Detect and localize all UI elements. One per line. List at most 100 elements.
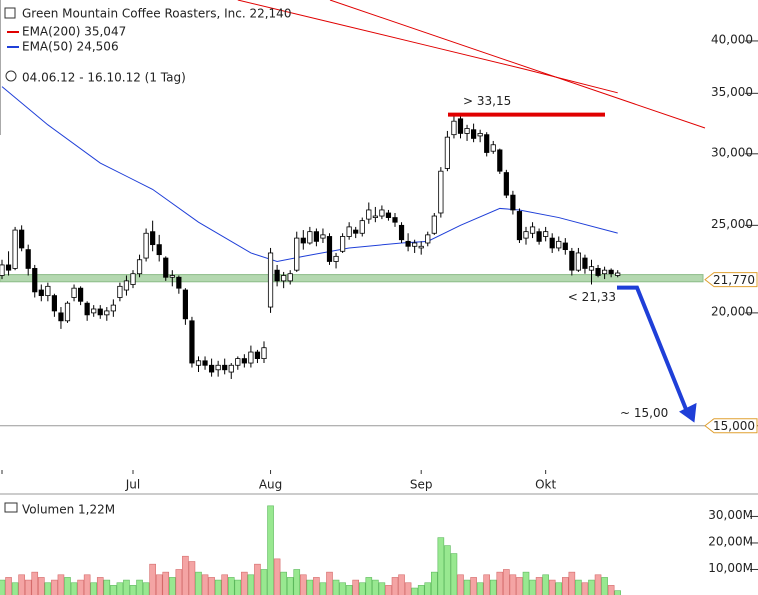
volume-bar	[535, 577, 543, 595]
last-price-box	[704, 272, 758, 288]
volume-bar	[214, 579, 222, 595]
candle-body	[353, 229, 359, 234]
candle-body	[503, 172, 509, 196]
candle-body	[392, 217, 398, 223]
volume-bar	[273, 558, 281, 595]
volume-bar	[417, 585, 425, 595]
candle-body	[569, 250, 575, 271]
candle-body	[294, 237, 300, 271]
candle-body	[248, 351, 254, 364]
arrow-head	[679, 402, 697, 423]
volume-bar	[463, 579, 471, 595]
candle-body	[313, 231, 320, 242]
candle-body	[595, 268, 601, 276]
candle-body	[150, 231, 156, 246]
volume-bar	[450, 553, 458, 595]
volume-bar	[522, 571, 530, 595]
volume-bar	[149, 563, 156, 595]
volume-bar	[254, 563, 261, 595]
candle-body	[405, 240, 411, 247]
volume-bar	[607, 585, 615, 595]
volume-bar	[470, 577, 477, 595]
candle-body	[123, 280, 130, 291]
candle-body	[418, 245, 424, 249]
candle-body	[562, 242, 568, 251]
volume-bar	[489, 579, 497, 595]
candle-body	[543, 231, 549, 237]
candle-body	[45, 285, 51, 297]
volume-bar	[378, 582, 386, 595]
volume-bar	[83, 574, 91, 595]
legend-label: EMA(200) 35,047	[22, 25, 126, 39]
volume-bar	[260, 569, 268, 595]
candle-body	[195, 360, 202, 366]
volume-bar	[51, 579, 58, 595]
candle-body	[58, 312, 64, 322]
y-tick-label: 30,00M	[708, 508, 753, 522]
candle-body	[5, 264, 12, 271]
volume-bar	[299, 574, 307, 595]
candle-body	[556, 240, 562, 249]
volume-bar	[44, 582, 52, 595]
candle-body	[608, 269, 614, 275]
candle-body	[333, 255, 339, 262]
volume-bar	[568, 571, 576, 595]
volume-bar	[5, 577, 12, 595]
candle-body	[32, 268, 38, 293]
volume-bar	[64, 577, 71, 595]
candle-body	[372, 215, 378, 218]
candle-body	[215, 364, 221, 371]
header: Green Mountain Coffee Roasters, Inc. 22,…	[4, 7, 291, 517]
volume-bar	[182, 555, 189, 595]
volume-bar	[129, 585, 137, 595]
volume-bar	[581, 582, 589, 595]
candle-body	[274, 269, 280, 282]
volume-bar	[548, 579, 556, 595]
candle-body	[484, 134, 490, 153]
volume-bar	[444, 545, 451, 595]
trend-line	[329, 0, 706, 129]
candle-body	[300, 237, 306, 244]
volume-bar	[430, 571, 438, 595]
y-tick-label: 25,000	[711, 217, 753, 231]
candle-body	[320, 234, 326, 239]
volume-bar	[18, 574, 25, 595]
volume-bar	[339, 582, 346, 595]
candle-body	[78, 287, 84, 302]
candle-body	[510, 194, 516, 211]
candle-body	[0, 264, 5, 276]
volume-bar	[227, 577, 235, 595]
candle-body	[176, 276, 182, 289]
volume-bar	[24, 579, 32, 595]
annotation: ~ 15,00	[620, 406, 668, 420]
candle-body	[529, 226, 536, 234]
volume-bar	[96, 577, 104, 595]
candle-body	[412, 242, 418, 247]
volume-title: Volumen 1,22M	[22, 503, 115, 517]
volume-bar	[575, 579, 582, 595]
candle-body	[549, 237, 555, 249]
x-tick-label: Okt	[535, 478, 556, 492]
candle-body	[536, 231, 542, 242]
candle-body	[398, 224, 405, 241]
volume-bar	[365, 577, 373, 595]
volume-bar	[70, 582, 78, 595]
volume-bar	[195, 571, 202, 595]
volume-bar	[404, 582, 412, 595]
volume-bar	[457, 574, 464, 595]
volume-bar	[332, 579, 340, 595]
volume-bar	[31, 571, 39, 595]
y-tick-label: 30,000	[711, 145, 753, 159]
candle-body	[91, 308, 97, 314]
candle-body	[25, 249, 31, 269]
candle-body	[477, 133, 483, 137]
candle-body	[602, 269, 608, 275]
candle-body	[169, 275, 175, 278]
volume-bar	[424, 582, 432, 595]
candle-body	[97, 308, 103, 316]
candle-body	[582, 257, 588, 269]
candle-body	[523, 231, 529, 239]
volume-bar	[110, 585, 117, 595]
candle-body	[19, 229, 25, 249]
